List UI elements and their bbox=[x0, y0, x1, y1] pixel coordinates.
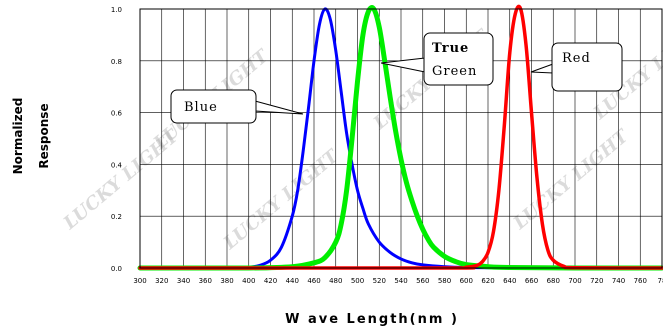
x-tick-label: 720 bbox=[590, 277, 603, 285]
callout-red: Red bbox=[530, 42, 623, 92]
watermark-text: LUCKY LIGHT bbox=[509, 125, 634, 235]
callout-green-label-line1: True bbox=[432, 41, 469, 56]
x-tick-label: 640 bbox=[503, 277, 516, 285]
callout-red-pointer bbox=[530, 63, 554, 74]
grid-lines bbox=[139, 8, 663, 269]
x-tick-label: 480 bbox=[329, 277, 342, 285]
series-layer bbox=[137, 4, 663, 271]
x-tick-label: 360 bbox=[199, 277, 212, 285]
x-tick-labels: 300 320 340 360 380 400 420 440 460 480 500 520 540 5… bbox=[133, 277, 663, 285]
x-tick-label: 78 bbox=[658, 277, 663, 285]
y-tick-labels: 0.0 0.2 0.4 0.6 0.8 1.0 bbox=[111, 6, 123, 273]
x-tick-label: 400 bbox=[242, 277, 255, 285]
watermark-text: LUCKY LIGHT bbox=[219, 145, 344, 255]
callout-green-box bbox=[423, 32, 494, 86]
callout-blue-pointer bbox=[254, 100, 304, 115]
y-axis-label-line2: Response bbox=[37, 103, 51, 168]
y-tick-label: 0.2 bbox=[111, 213, 122, 221]
x-tick-label: 520 bbox=[373, 277, 386, 285]
x-tick-label: 440 bbox=[286, 277, 299, 285]
series-green-line bbox=[137, 5, 663, 271]
x-tick-label: 380 bbox=[220, 277, 233, 285]
y-tick-label: 0.4 bbox=[111, 161, 123, 169]
y-tick-label: 0.6 bbox=[111, 110, 123, 118]
x-tick-label: 620 bbox=[481, 277, 494, 285]
x-tick-label: 560 bbox=[416, 277, 429, 285]
y-tick-label: 0.0 bbox=[111, 265, 122, 273]
x-tick-label: 420 bbox=[264, 277, 277, 285]
x-tick-label: 580 bbox=[438, 277, 451, 285]
callout-red-label: Red bbox=[562, 51, 591, 66]
callout-blue: Blue bbox=[170, 89, 304, 124]
plot-frame bbox=[139, 8, 663, 269]
series-red-line bbox=[138, 4, 663, 270]
x-tick-label: 340 bbox=[177, 277, 190, 285]
callout-red-box bbox=[551, 42, 623, 92]
x-tick-label: 500 bbox=[351, 277, 364, 285]
x-tick-label: 700 bbox=[568, 277, 581, 285]
callout-blue-box bbox=[170, 89, 257, 124]
y-axis-label-line1: Normalized bbox=[11, 98, 25, 175]
x-axis-label: W ave Length(nm ) bbox=[285, 312, 459, 327]
x-tick-label: 760 bbox=[634, 277, 647, 285]
x-tick-label: 680 bbox=[547, 277, 560, 285]
x-tick-label: 320 bbox=[155, 277, 168, 285]
x-tick-label: 300 bbox=[133, 277, 146, 285]
x-tick-label: 600 bbox=[460, 277, 473, 285]
callout-blue-label: Blue bbox=[184, 100, 218, 115]
callout-green: True Green bbox=[380, 32, 494, 86]
callout-green-label-line2: Green bbox=[432, 64, 477, 79]
y-tick-label: 1.0 bbox=[111, 6, 122, 14]
x-tick-label: 740 bbox=[612, 277, 625, 285]
x-tick-label: 460 bbox=[307, 277, 320, 285]
y-tick-label: 0.8 bbox=[111, 58, 122, 66]
series-blue-line bbox=[138, 7, 663, 270]
x-tick-label: 660 bbox=[525, 277, 538, 285]
x-tick-label: 540 bbox=[394, 277, 407, 285]
